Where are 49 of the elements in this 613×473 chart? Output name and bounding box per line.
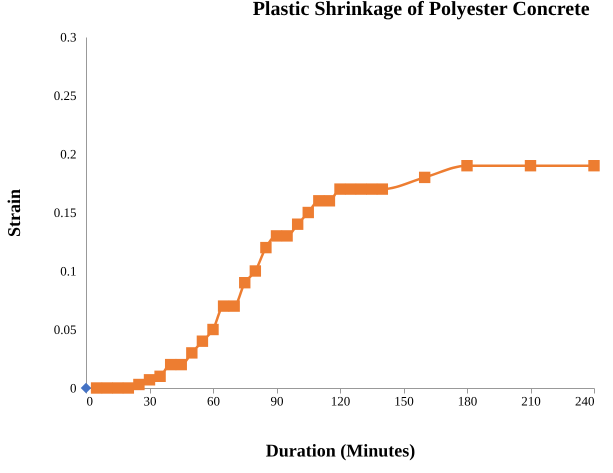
point bbox=[250, 265, 262, 277]
point bbox=[334, 183, 346, 195]
x-tick-label: 0 bbox=[86, 394, 93, 408]
point bbox=[281, 230, 293, 242]
point bbox=[154, 370, 166, 382]
y-tick-label: 0.2 bbox=[60, 146, 76, 162]
y-tick-label: 0 bbox=[70, 380, 76, 396]
point bbox=[260, 242, 272, 254]
point bbox=[292, 218, 304, 230]
y-tick-label: 0.15 bbox=[54, 205, 76, 220]
point bbox=[302, 206, 314, 218]
y-tick-label: 0.05 bbox=[54, 322, 76, 337]
point bbox=[418, 172, 430, 184]
point bbox=[239, 277, 250, 288]
point bbox=[196, 336, 208, 347]
point bbox=[324, 195, 336, 206]
x-tick-label: 90 bbox=[270, 394, 284, 408]
point bbox=[80, 382, 92, 394]
x-tick-label: 60 bbox=[207, 394, 220, 408]
point bbox=[176, 358, 187, 370]
point bbox=[355, 183, 367, 195]
point bbox=[186, 347, 198, 359]
x-tick-label: 210 bbox=[521, 394, 541, 408]
y-tick-label: 0.3 bbox=[60, 30, 76, 44]
point bbox=[366, 183, 378, 195]
point bbox=[228, 300, 240, 312]
x-axis-title: Duration (Minutes) bbox=[266, 440, 416, 460]
point bbox=[524, 160, 536, 172]
y-axis-title: Strain bbox=[4, 188, 24, 238]
point bbox=[122, 382, 134, 394]
x-tick-label: 180 bbox=[458, 394, 478, 408]
x-tick-label: 30 bbox=[144, 394, 156, 408]
x-tick-label: 240 bbox=[575, 394, 594, 408]
point bbox=[270, 230, 282, 242]
point bbox=[461, 160, 473, 172]
point bbox=[313, 195, 325, 206]
y-tick-label: 0.25 bbox=[54, 88, 76, 103]
x-tick-label: 150 bbox=[394, 394, 414, 408]
point bbox=[344, 183, 356, 195]
point bbox=[133, 378, 145, 390]
point bbox=[144, 374, 156, 386]
point bbox=[376, 183, 388, 195]
y-tick-label: 0.1 bbox=[60, 264, 76, 278]
chart-title: Plastic Shrinkage of Polyester Concrete bbox=[252, 0, 590, 20]
point bbox=[218, 300, 230, 312]
point bbox=[164, 358, 176, 370]
x-tick-label: 120 bbox=[330, 394, 350, 408]
point bbox=[588, 160, 600, 172]
point bbox=[207, 324, 219, 336]
